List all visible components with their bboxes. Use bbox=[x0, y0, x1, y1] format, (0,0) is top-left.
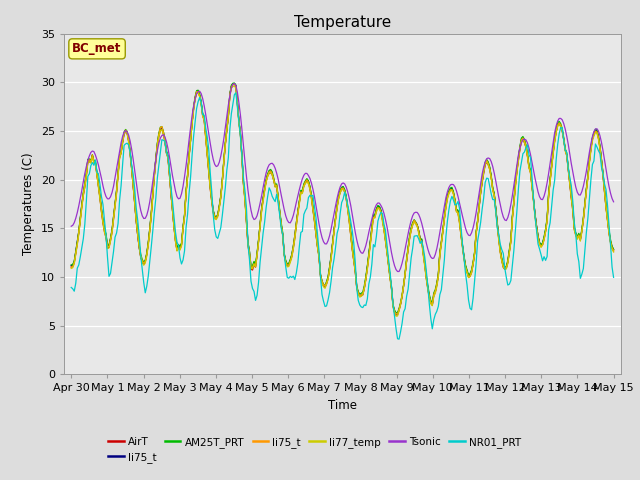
X-axis label: Time: Time bbox=[328, 399, 357, 412]
Title: Temperature: Temperature bbox=[294, 15, 391, 30]
Y-axis label: Temperatures (C): Temperatures (C) bbox=[22, 153, 35, 255]
Legend: AirT, li75_t, AM25T_PRT, li75_t, li77_temp, Tsonic, NR01_PRT: AirT, li75_t, AM25T_PRT, li75_t, li77_te… bbox=[104, 432, 525, 467]
Text: BC_met: BC_met bbox=[72, 42, 122, 55]
